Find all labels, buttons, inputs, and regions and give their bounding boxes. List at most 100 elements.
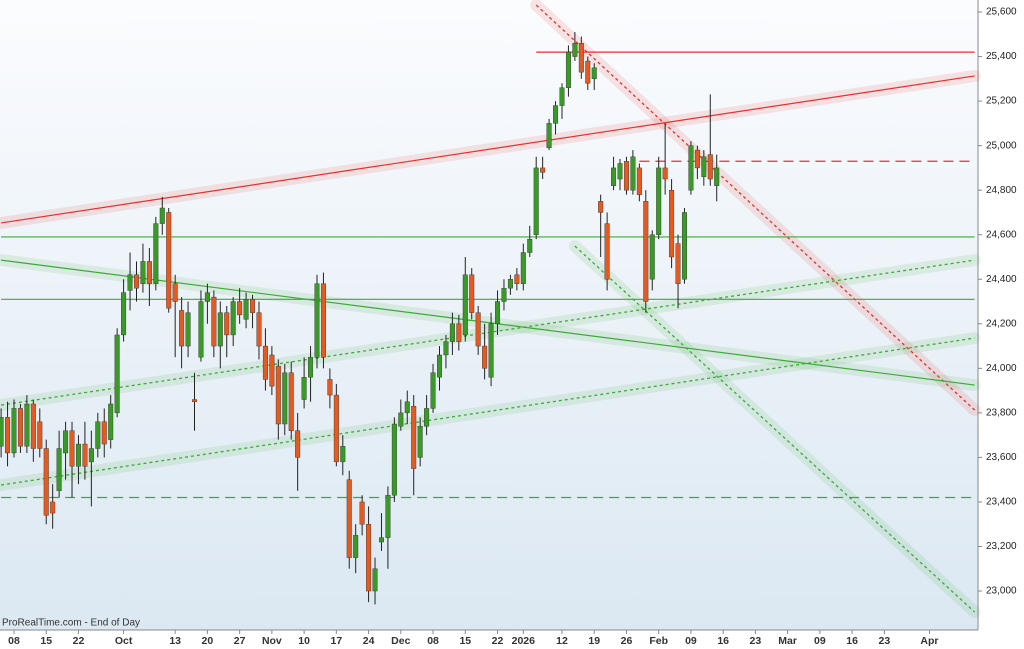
candle-body [462,274,468,336]
candle-body [172,283,178,302]
candle-body [69,430,75,467]
candle-body [30,403,36,449]
candle-body [43,448,49,516]
candle-body [714,167,720,186]
x-tick-label: 09 [814,635,826,647]
x-tick-label: 12 [556,635,568,647]
candle-body [211,296,217,347]
x-tick-label: 17 [331,635,343,647]
candle-body [681,212,687,280]
candle-body [353,535,359,558]
candle-body [656,167,662,235]
candle-body [514,274,520,284]
candle-body [385,495,391,538]
candle-body [101,421,107,445]
trend-line [1,337,975,486]
candle-body [166,212,172,309]
candle-body [443,341,449,356]
x-tick-label: 20 [202,635,214,647]
candle-body [198,301,204,358]
candle-body [649,234,655,280]
candle-body [282,372,288,425]
candle-body [546,123,552,149]
x-tick-label: 16 [717,635,729,647]
candle-body [565,51,571,88]
candle-body [585,60,591,84]
candle-body [604,223,610,280]
candle-body [411,405,417,469]
candle-body [320,283,326,358]
candles [0,32,720,605]
candle-body [398,412,404,427]
y-tick-label: 25,000 [986,140,1017,151]
x-tick-label: 23 [750,635,762,647]
candle-body [327,379,333,396]
candle-body [24,403,30,447]
candle-body [598,201,604,213]
candle-body [378,537,384,543]
candle-body [146,261,152,284]
candle-body [520,252,526,284]
candle-body [301,377,307,400]
candle-body [694,149,700,169]
x-tick-label: 26 [621,635,633,647]
candle-body [75,443,81,467]
y-tick-label: 23,600 [986,452,1017,463]
candle-body [88,448,94,463]
trend-line [1,259,975,406]
y-tick-label: 23,000 [986,586,1017,597]
candle-body [617,163,623,180]
candle-body [275,365,281,425]
candle-body [17,408,23,447]
candle-body [185,312,191,347]
candle-body [501,287,507,302]
x-tick-label: 27 [234,635,246,647]
candle-body [449,323,455,342]
y-tick-label: 24,200 [986,318,1017,329]
candle-body [0,417,4,447]
candle-body [262,345,268,380]
candle-body [95,421,101,449]
candle-body [346,479,352,558]
y-tick-label: 25,400 [986,51,1017,62]
x-tick-label: 2026 [512,635,536,647]
candle-body [495,301,501,324]
y-tick-label: 23,200 [986,541,1017,552]
candle-body [108,403,114,440]
candle-body [507,279,513,289]
y-tick-label: 25,600 [986,7,1017,18]
candle-body [391,423,397,496]
x-tick-label: Apr [920,635,938,647]
x-tick-label: 09 [685,635,697,647]
y-tick-label: 25,200 [986,96,1017,107]
x-tick-label: 22 [73,635,85,647]
x-tick-label: 24 [363,635,375,647]
candle-body [662,167,668,180]
candle-body [675,243,681,284]
x-tick-label: 15 [459,635,471,647]
candle-body [192,399,198,402]
candle-body [127,274,133,291]
candle-body [430,372,436,409]
trend-line [1,259,975,386]
candle-body [572,43,578,57]
candle-body [37,421,43,449]
candle-body [701,156,707,178]
candle-body [114,334,120,414]
candle-body [237,301,243,316]
candle-body [372,568,378,592]
candle-body [56,448,62,492]
x-tick-label: Nov [262,635,282,647]
x-tick-label: 15 [40,635,52,647]
y-tick-label: 23,800 [986,408,1017,419]
candle-body [578,43,584,73]
candle-body [179,310,185,347]
candle-body [11,408,17,454]
x-tick-label: 08 [8,635,20,647]
candle-body [50,501,56,514]
candle-body [417,426,423,458]
candle-body [591,67,597,80]
candle-body [553,105,559,124]
y-axis-background [978,0,1024,649]
candle-body [436,354,442,378]
